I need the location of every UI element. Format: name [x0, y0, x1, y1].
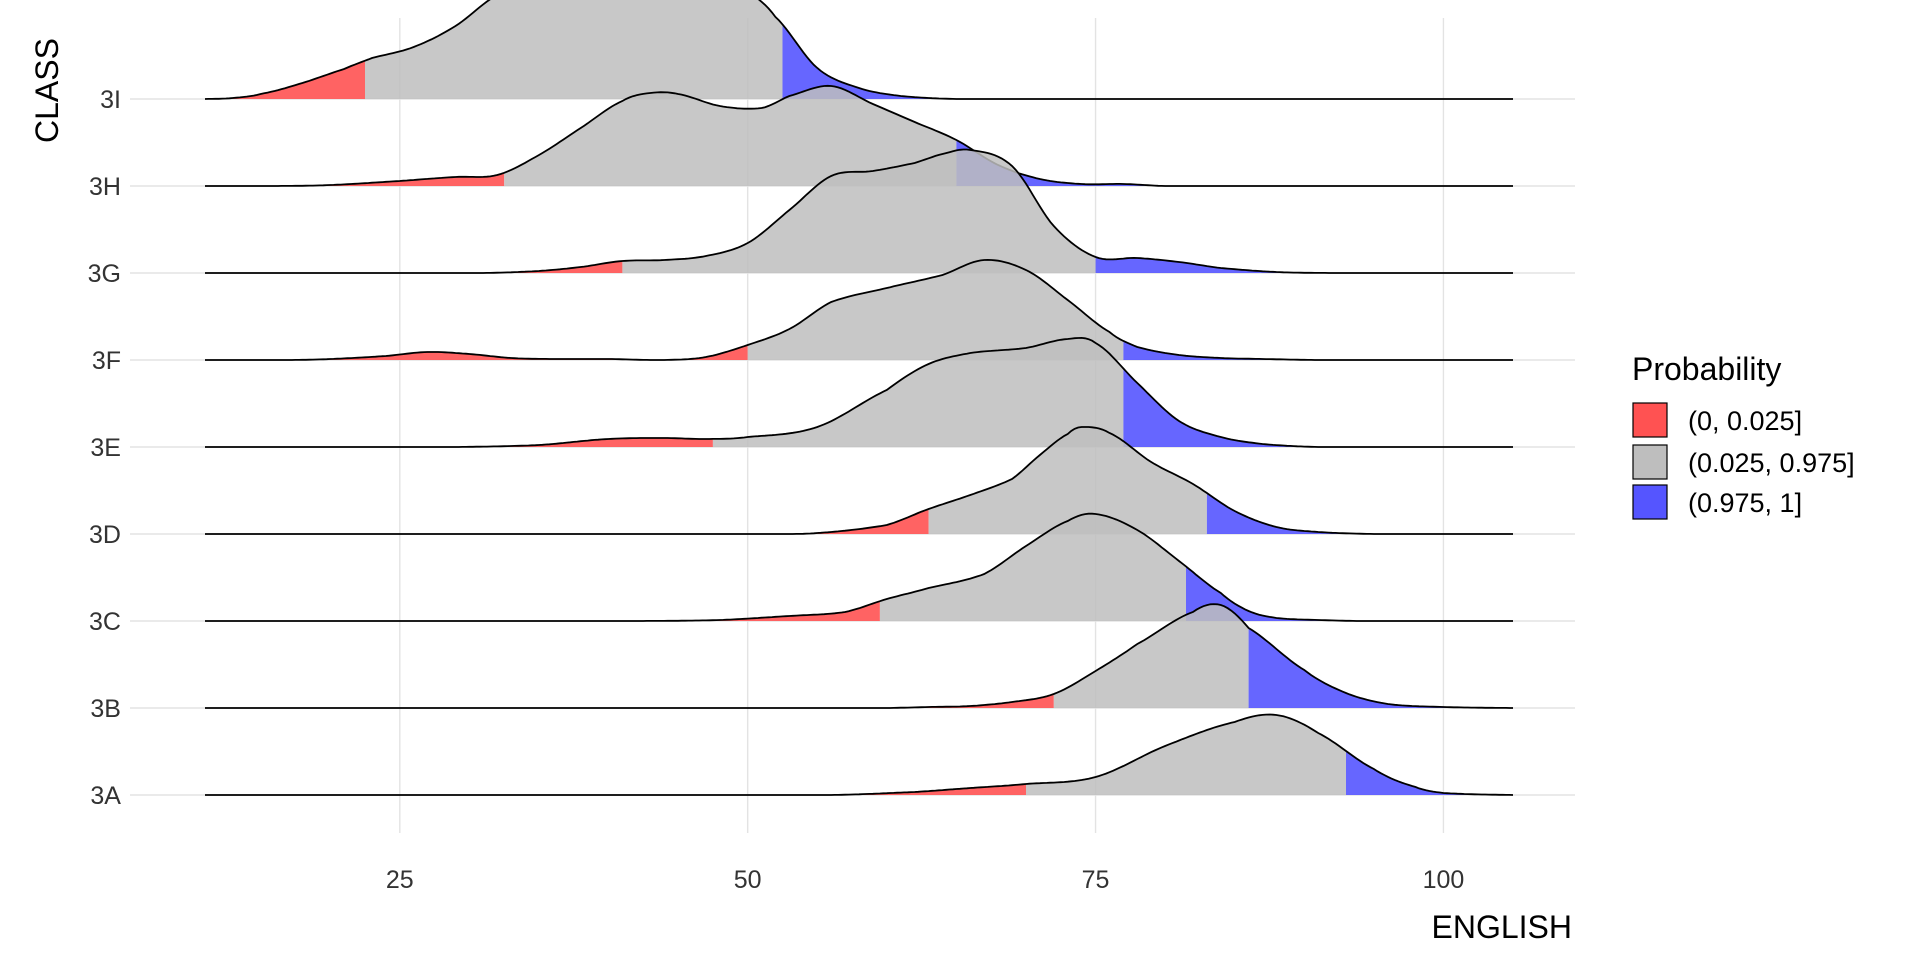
ridges-layer — [204, 0, 1514, 796]
x-tick-label-75: 75 — [1082, 866, 1110, 894]
ridge-3F-outline — [205, 258, 1513, 361]
ridge-3D-middle — [928, 427, 1207, 534]
ridge-3F-low-tail — [205, 345, 748, 360]
y-tick-label-3G: 3G — [88, 260, 121, 288]
ridge-3I-low-tail — [205, 60, 365, 99]
legend-swatch-high — [1632, 484, 1668, 520]
ridge-3D — [205, 426, 1513, 535]
legend-label-low: (0, 0.025] — [1688, 406, 1802, 436]
x-tick-label-50: 50 — [734, 866, 762, 894]
ridge-3E-middle — [712, 337, 1124, 447]
legend-item-mid: (0.025, 0.975] — [1632, 444, 1855, 480]
ridge-3I-outline — [204, 0, 1513, 100]
ridge-3H-outline — [205, 84, 1513, 187]
ridge-3B-low-tail — [205, 694, 1054, 708]
ridge-3B-middle — [1053, 604, 1249, 708]
ridge-3G-low-tail — [205, 261, 623, 273]
y-tick-label-3F: 3F — [92, 347, 121, 375]
ridge-3F-middle — [747, 259, 1124, 360]
ridge-3E-low-tail — [205, 438, 713, 447]
legend-label-high: (0.975, 1] — [1688, 488, 1802, 518]
ridge-3H-low-tail — [205, 172, 505, 186]
y-tick-label-3B: 3B — [90, 695, 121, 723]
ridge-3B-high-tail — [1248, 628, 1513, 708]
y-tick-label-3D: 3D — [89, 521, 121, 549]
x-tick-label-100: 100 — [1423, 866, 1465, 894]
ridge-3B-outline — [205, 603, 1513, 709]
ridge-3E-outline — [205, 336, 1513, 448]
y-tick-label-3A: 3A — [90, 782, 121, 810]
legend-swatch-low — [1632, 402, 1668, 438]
ridge-3G-high-tail — [1095, 257, 1513, 273]
x-tick-label-25: 25 — [386, 866, 414, 894]
ridge-3C-low-tail — [205, 601, 880, 621]
x-tick-labels: 25 50 75 100 — [386, 866, 1464, 894]
ridge-3I — [204, 0, 1513, 100]
legend-label-mid: (0.025, 0.975] — [1688, 448, 1855, 478]
ridge-3A-outline — [205, 713, 1514, 796]
ridge-3A — [205, 713, 1514, 796]
y-tick-label-3E: 3E — [90, 434, 121, 462]
legend-item-low: (0, 0.025] — [1632, 402, 1802, 438]
y-tick-label-3C: 3C — [89, 608, 121, 636]
ridge-3F — [205, 258, 1513, 361]
ridge-3H-middle — [504, 85, 957, 186]
ridge-3A-high-tail — [1346, 751, 1513, 795]
ridge-3I-high-tail — [782, 24, 1513, 99]
ridge-3B — [205, 603, 1513, 709]
y-tick-label-3I: 3I — [100, 86, 121, 114]
legend-title: Probability — [1632, 351, 1781, 387]
ridge-3C-middle — [879, 513, 1186, 621]
ridge-3F-high-tail — [1123, 341, 1513, 360]
ridge-3E — [205, 336, 1513, 448]
y-tick-labels: 3A 3B 3C 3D 3E 3F 3G 3H 3I — [88, 86, 122, 810]
ridge-3G-middle — [622, 149, 1096, 273]
ridge-3D-high-tail — [1206, 493, 1513, 534]
legend: Probability (0, 0.025] (0.025, 0.975] (0… — [1632, 351, 1855, 520]
y-tick-label-3H: 3H — [89, 173, 121, 201]
ridge-3D-outline — [205, 426, 1513, 535]
legend-swatch-mid — [1632, 444, 1668, 480]
ridge-3I-middle — [365, 0, 783, 99]
ridge-3E-high-tail — [1123, 368, 1513, 447]
ridge-3G-outline — [205, 148, 1513, 274]
x-axis-title: ENGLISH — [1432, 909, 1572, 945]
ridge-3A-low-tail — [205, 784, 1026, 795]
ridge-3D-low-tail — [205, 509, 929, 534]
legend-item-high: (0.975, 1] — [1632, 484, 1802, 520]
ridge-3G — [205, 148, 1513, 274]
ridge-3C-outline — [205, 512, 1513, 622]
y-axis-title: CLASS — [29, 38, 65, 143]
ridge-3A-middle — [1026, 714, 1346, 795]
